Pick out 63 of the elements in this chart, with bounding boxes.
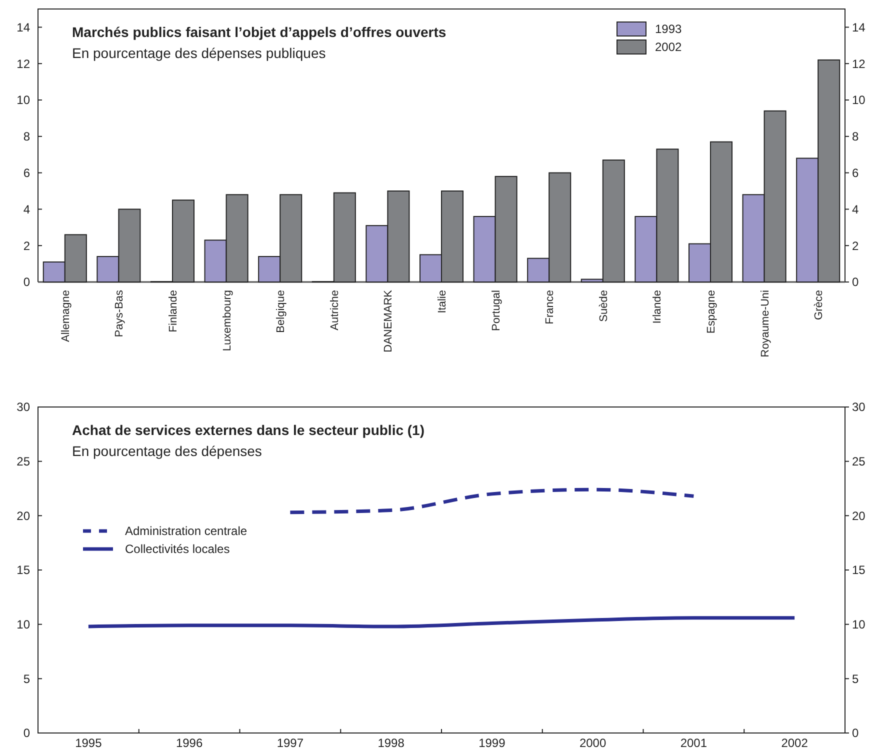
x-tick-label: 1999	[478, 736, 506, 750]
x-tick-label: Pays-Bas	[114, 290, 126, 338]
y-tick-label: 12	[16, 56, 30, 71]
y2-tick-label: 5	[852, 672, 859, 686]
legend-label: 2002	[655, 40, 682, 54]
y2-tick-label: 10	[852, 93, 866, 108]
line-series	[288, 488, 696, 514]
y-tick-label: 0	[23, 275, 30, 290]
y-tick-label: 8	[23, 130, 30, 144]
y-tick-label: 10	[16, 93, 30, 108]
y2-tick-label: 14	[852, 20, 866, 34]
y-tick-label: 10	[16, 618, 30, 632]
y2-tick-label: 0	[852, 275, 859, 290]
y-tick-label: 20	[16, 508, 30, 523]
text: En pourcentage des dépenses	[72, 443, 262, 459]
y-tick-label: 6	[23, 166, 30, 180]
y-tick-label: 15	[16, 563, 30, 578]
x-tick-label: Grèce	[813, 290, 826, 320]
x-tick-label: Finlande	[168, 290, 180, 332]
x-tick-label: Allemagne	[60, 290, 72, 342]
y2-tick-label: 6	[852, 166, 859, 180]
x-tick-label: Italie	[436, 290, 448, 314]
x-tick-label: France	[544, 290, 556, 324]
x-tick-label: Royaume-Uni	[759, 290, 772, 358]
legend-label: Administration centrale	[125, 524, 248, 538]
x-tick-label: 1997	[276, 736, 304, 750]
y-tick-label: 25	[16, 454, 30, 469]
x-tick-label: Suède	[598, 290, 610, 322]
y2-tick-label: 8	[852, 130, 859, 144]
y-tick-label: 0	[23, 726, 30, 740]
x-tick-label: Portugal	[490, 290, 502, 331]
x-tick-label: 1998	[378, 736, 405, 750]
legend-label: Collectivités locales	[125, 542, 230, 556]
y2-tick-label: 2	[852, 238, 859, 253]
y2-tick-label: 0	[852, 726, 859, 740]
y2-tick-label: 25	[852, 454, 866, 469]
x-tick-label: Irlande	[652, 290, 664, 324]
y2-tick-label: 15	[852, 563, 866, 578]
y2-tick-label: 30	[852, 400, 866, 414]
text: Marchés publics faisant l’objet d’appels d’offres ouverts	[72, 24, 446, 40]
x-tick-label: 1995	[75, 736, 102, 750]
x-tick-label: Luxembourg	[221, 290, 234, 352]
y-tick-label: 30	[16, 400, 30, 414]
y2-tick-label: 20	[852, 508, 866, 523]
x-tick-label: 1996	[176, 736, 203, 750]
legend-label: 1993	[655, 22, 682, 36]
x-tick-label: Belgique	[275, 290, 288, 333]
x-tick-label: 2002	[781, 736, 808, 750]
y-tick-label: 4	[23, 202, 30, 216]
text: Achat de services externes dans le secteur public (1)	[72, 422, 424, 438]
line-series	[86, 616, 796, 628]
x-tick-label: 2001	[680, 736, 708, 750]
y2-tick-label: 12	[852, 56, 866, 71]
x-tick-label: Autriche	[328, 290, 341, 330]
y-tick-label: 5	[23, 672, 30, 686]
text: En pourcentage des dépenses publiques	[72, 45, 326, 61]
y-tick-label: 14	[16, 20, 30, 34]
x-tick-label: 2000	[579, 736, 606, 750]
y-tick-label: 2	[23, 238, 30, 253]
y2-tick-label: 10	[852, 618, 866, 632]
y2-tick-label: 4	[852, 202, 859, 216]
x-tick-label: Espagne	[706, 290, 718, 334]
x-tick-label: DANEMARK	[382, 289, 395, 352]
